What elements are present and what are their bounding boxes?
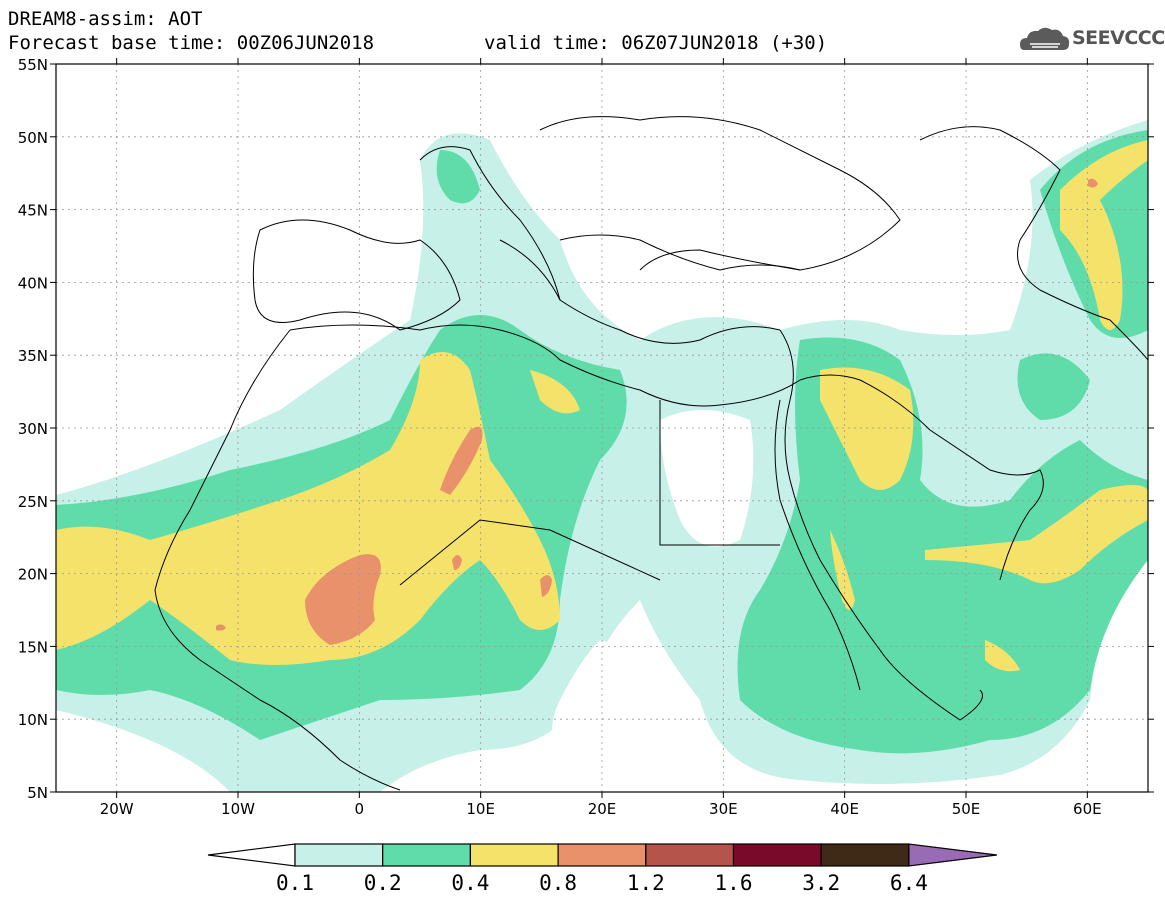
colorbar-label: 0.8	[539, 871, 578, 895]
colorbar-label: 1.2	[626, 871, 665, 895]
lon-axis: 20W 10W 0 10E 20E 30E 40E 50E 60E	[100, 800, 1102, 818]
colorbar-box	[469, 843, 559, 867]
colorbar-low-arrow	[207, 843, 296, 867]
colorbar-box	[645, 843, 735, 867]
lat-label: 50N	[18, 129, 48, 147]
lat-label: 25N	[18, 493, 48, 511]
lat-label: 40N	[18, 274, 48, 292]
colorbar-high-arrow	[908, 843, 997, 867]
lon-label: 10W	[221, 800, 255, 818]
lon-label: 60E	[1073, 800, 1102, 818]
colorbar-box	[294, 843, 384, 867]
axis-ticks	[50, 58, 1154, 798]
colorbar-label: 1.6	[714, 871, 753, 895]
colorbar-label: 6.4	[889, 871, 928, 895]
graticule	[56, 64, 1148, 792]
aot-field	[56, 120, 1148, 792]
coastlines	[154, 116, 1148, 791]
lon-label: 40E	[830, 800, 859, 818]
lat-label: 55N	[18, 56, 48, 74]
lon-label: 50E	[952, 800, 981, 818]
colorbar-label: 3.2	[802, 871, 841, 895]
lat-label: 30N	[18, 420, 48, 438]
colorbar-box	[732, 843, 822, 867]
cloud-icon	[1020, 27, 1070, 50]
lat-label: 10N	[18, 711, 48, 729]
colorbar-label: 0.4	[451, 871, 490, 895]
logo-text: SEEVCCC	[1072, 27, 1165, 49]
valid-time: valid time: 06Z07JUN2018 (+30)	[484, 32, 828, 54]
colorbar-box	[820, 843, 910, 867]
colorbar-label: 0.1	[276, 871, 314, 895]
lat-label: 45N	[18, 202, 48, 220]
map-title: DREAM8-assim: AOT	[8, 8, 203, 30]
lon-label: 20W	[100, 800, 134, 818]
lon-label: 0	[355, 800, 365, 818]
lon-label: 20E	[588, 800, 617, 818]
lon-label: 30E	[709, 800, 738, 818]
colorbar-box	[382, 843, 472, 867]
lon-label: 10E	[466, 800, 495, 818]
colorbar-box	[557, 843, 647, 867]
lat-axis: 55N 50N 45N 40N 35N 30N 25N 20N 15N 10N 5N	[18, 56, 48, 802]
colorbar	[207, 843, 997, 867]
forecast-base-time: Forecast base time: 00Z06JUN2018	[8, 32, 375, 54]
lat-label: 15N	[18, 638, 48, 656]
lat-label: 5N	[27, 784, 48, 802]
lat-label: 20N	[18, 566, 48, 584]
lat-label: 35N	[18, 347, 48, 365]
colorbar-label: 0.2	[363, 871, 402, 895]
